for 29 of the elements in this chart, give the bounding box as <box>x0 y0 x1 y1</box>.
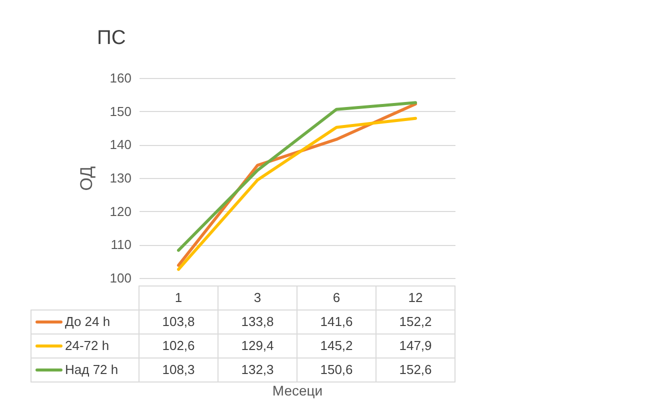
data-label: 152,2 <box>399 314 432 329</box>
y-tick-label: 140 <box>110 137 132 152</box>
legend-label: Над 72 h <box>65 362 118 377</box>
data-label: 147,9 <box>399 338 432 353</box>
data-label: 132,3 <box>241 362 274 377</box>
data-label: 152,6 <box>399 362 432 377</box>
y-tick-label: 150 <box>110 104 132 119</box>
data-label: 108,3 <box>162 362 195 377</box>
y-tick-label: 160 <box>110 70 132 86</box>
y-tick-label: 110 <box>110 237 132 252</box>
chart-title: ПС <box>97 27 126 49</box>
x-tick-label: 1 <box>174 290 182 305</box>
data-label: 129,4 <box>241 338 274 353</box>
y-tick-label: 130 <box>110 170 132 186</box>
legend-label: 24-72 h <box>65 338 110 353</box>
data-label: 150,6 <box>320 362 353 377</box>
y-tick-label: 120 <box>110 204 132 219</box>
data-label: 145,2 <box>320 338 353 353</box>
y-axis-title: ОД <box>76 166 96 191</box>
data-label: 141,6 <box>320 314 353 329</box>
text: Месеци <box>272 382 323 398</box>
data-label: 103,8 <box>162 314 195 329</box>
data-label: 102,6 <box>162 338 195 353</box>
x-tick-label: 12 <box>408 290 423 305</box>
data-label: 133,8 <box>241 314 274 329</box>
legend-label: До 24 h <box>65 314 110 329</box>
x-tick-label: 6 <box>332 290 340 305</box>
y-tick-label: 100 <box>110 270 132 286</box>
x-tick-label: 3 <box>254 290 262 305</box>
